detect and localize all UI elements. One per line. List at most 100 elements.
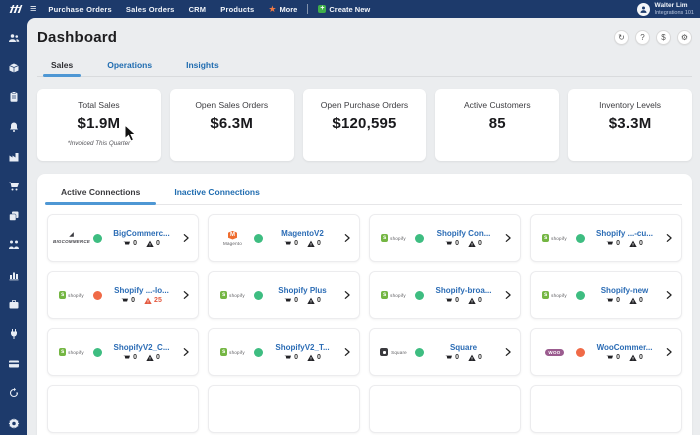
user-avatar[interactable] bbox=[637, 3, 650, 16]
connection-title[interactable]: Shopify Plus bbox=[268, 286, 337, 295]
connection-card[interactable]: WOO WooCommer... 0 0 bbox=[530, 328, 682, 376]
connection-card[interactable]: shopify ShopifyV2_C... 0 0 bbox=[47, 328, 199, 376]
plug-icon[interactable] bbox=[7, 328, 20, 341]
chevron-right-icon[interactable] bbox=[503, 233, 513, 243]
warning-icon bbox=[468, 354, 476, 362]
app-logo[interactable] bbox=[8, 3, 24, 15]
tab-sales[interactable]: Sales bbox=[47, 56, 77, 76]
factory-icon[interactable] bbox=[7, 150, 20, 163]
chevron-right-icon[interactable] bbox=[664, 347, 674, 357]
menu-toggle-icon[interactable]: ≡ bbox=[30, 4, 36, 15]
cart-icon bbox=[606, 354, 614, 362]
chevron-right-icon[interactable] bbox=[342, 233, 352, 243]
chevron-right-icon[interactable] bbox=[342, 347, 352, 357]
nav-user-area: Walter Lim Integrations 101 bbox=[637, 2, 694, 15]
connection-logo: shopify bbox=[538, 234, 571, 242]
orders-stat: 0 bbox=[445, 240, 459, 248]
shopify-bag-icon bbox=[381, 291, 388, 299]
nav-menu-item-products[interactable]: Products bbox=[220, 5, 254, 14]
settings-button[interactable]: ⚙ bbox=[677, 30, 692, 45]
chevron-right-icon[interactable] bbox=[181, 290, 191, 300]
connection-card[interactable]: shopify Shopify Plus 0 0 bbox=[208, 271, 360, 319]
create-new-button[interactable]: + Create New bbox=[318, 5, 370, 14]
nav-menu-item-crm[interactable]: CRM bbox=[189, 5, 207, 14]
connection-title[interactable]: Shopify-broa... bbox=[429, 286, 498, 295]
shopify-bag-icon bbox=[542, 234, 549, 242]
connection-title[interactable]: Shopify ...-cu... bbox=[590, 229, 659, 238]
bar-chart-icon[interactable] bbox=[7, 269, 20, 282]
briefcase-icon[interactable] bbox=[7, 298, 20, 311]
connection-stats: 0 0 bbox=[268, 297, 337, 305]
connection-title[interactable]: Shopify Con... bbox=[429, 229, 498, 238]
alerts-stat: 0 bbox=[146, 240, 160, 248]
tab-insights[interactable]: Insights bbox=[182, 56, 223, 76]
connection-stats: 0 0 bbox=[590, 354, 659, 362]
chevron-right-icon[interactable] bbox=[503, 290, 513, 300]
warning-icon bbox=[629, 240, 637, 248]
clipboard-icon[interactable] bbox=[7, 91, 20, 104]
status-dot bbox=[93, 348, 102, 357]
connection-card-partial[interactable] bbox=[47, 385, 199, 433]
connection-info: MagentoV2 0 0 bbox=[268, 229, 337, 248]
connection-card[interactable]: Square Square 0 0 bbox=[369, 328, 521, 376]
connection-card-partial[interactable] bbox=[369, 385, 521, 433]
connection-title[interactable]: ShopifyV2_T... bbox=[268, 343, 337, 352]
nav-more-button[interactable]: ★ More bbox=[268, 5, 297, 14]
connection-card-partial[interactable] bbox=[208, 385, 360, 433]
chevron-right-icon[interactable] bbox=[664, 233, 674, 243]
connection-card[interactable]: shopify Shopify-broa... 0 0 bbox=[369, 271, 521, 319]
connection-title[interactable]: Shopify ...-lo... bbox=[107, 286, 176, 295]
chevron-right-icon[interactable] bbox=[342, 290, 352, 300]
chevron-right-icon[interactable] bbox=[181, 233, 191, 243]
refresh-button[interactable]: ↻ bbox=[614, 30, 629, 45]
top-navbar: ≡ Purchase Orders Sales Orders CRM Products… bbox=[0, 0, 700, 18]
kpi-value: $1.9M bbox=[37, 115, 161, 132]
nav-more-label: More bbox=[279, 5, 297, 14]
connection-logo: WOO bbox=[538, 349, 571, 356]
star-icon: ★ bbox=[268, 5, 276, 14]
chevron-right-icon[interactable] bbox=[181, 347, 191, 357]
nav-menu-item-sales-orders[interactable]: Sales Orders bbox=[126, 5, 175, 14]
connection-title[interactable]: ShopifyV2_C... bbox=[107, 343, 176, 352]
nav-menu-item-purchase-orders[interactable]: Purchase Orders bbox=[48, 5, 111, 14]
connection-title[interactable]: Square bbox=[429, 343, 498, 352]
connection-info: Shopify ...-lo... 0 25 bbox=[107, 286, 176, 305]
connection-logo: shopify bbox=[377, 234, 410, 242]
connection-card-partial[interactable] bbox=[530, 385, 682, 433]
cart-icon[interactable] bbox=[7, 180, 20, 193]
connection-card[interactable]: shopify Shopify-new 0 0 bbox=[530, 271, 682, 319]
help-button[interactable]: ? bbox=[635, 30, 650, 45]
connection-info: ShopifyV2_T... 0 0 bbox=[268, 343, 337, 362]
tab-active-connections[interactable]: Active Connections bbox=[59, 182, 142, 204]
users-icon[interactable] bbox=[7, 32, 20, 45]
bigcommerce-mark-icon: ◢ bbox=[69, 232, 74, 238]
alerts-stat: 0 bbox=[468, 240, 482, 248]
connection-card[interactable]: MMagento MagentoV2 0 0 bbox=[208, 214, 360, 262]
connection-title[interactable]: WooCommer... bbox=[590, 343, 659, 352]
cart-icon bbox=[445, 297, 453, 305]
connection-card[interactable]: shopify Shopify ...-cu... 0 0 bbox=[530, 214, 682, 262]
chevron-right-icon[interactable] bbox=[664, 290, 674, 300]
user-block[interactable]: Walter Lim Integrations 101 bbox=[655, 2, 694, 15]
tab-inactive-connections[interactable]: Inactive Connections bbox=[172, 182, 262, 204]
connection-card[interactable]: ◢BIGCOMMERCE BigCommerc... 0 0 bbox=[47, 214, 199, 262]
connections-tabs: Active Connections Inactive Connections bbox=[47, 182, 682, 205]
connection-card[interactable]: shopify ShopifyV2_T... 0 0 bbox=[208, 328, 360, 376]
copy-icon[interactable] bbox=[7, 209, 20, 222]
connection-title[interactable]: Shopify-new bbox=[590, 286, 659, 295]
tab-operations[interactable]: Operations bbox=[103, 56, 156, 76]
bell-icon[interactable] bbox=[7, 121, 20, 134]
sync-icon[interactable] bbox=[7, 387, 20, 400]
org-chart-icon[interactable] bbox=[7, 239, 20, 252]
gear-icon[interactable] bbox=[7, 417, 20, 430]
connection-card[interactable]: shopify Shopify Con... 0 0 bbox=[369, 214, 521, 262]
credit-card-icon[interactable] bbox=[7, 357, 20, 370]
billing-button[interactable]: $ bbox=[656, 30, 671, 45]
connection-title[interactable]: MagentoV2 bbox=[268, 229, 337, 238]
connection-info: WooCommer... 0 0 bbox=[590, 343, 659, 362]
connection-stats: 0 0 bbox=[107, 240, 176, 248]
package-icon[interactable] bbox=[7, 62, 20, 75]
chevron-right-icon[interactable] bbox=[503, 347, 513, 357]
connection-title[interactable]: BigCommerc... bbox=[107, 229, 176, 238]
connection-card[interactable]: shopify Shopify ...-lo... 0 25 bbox=[47, 271, 199, 319]
